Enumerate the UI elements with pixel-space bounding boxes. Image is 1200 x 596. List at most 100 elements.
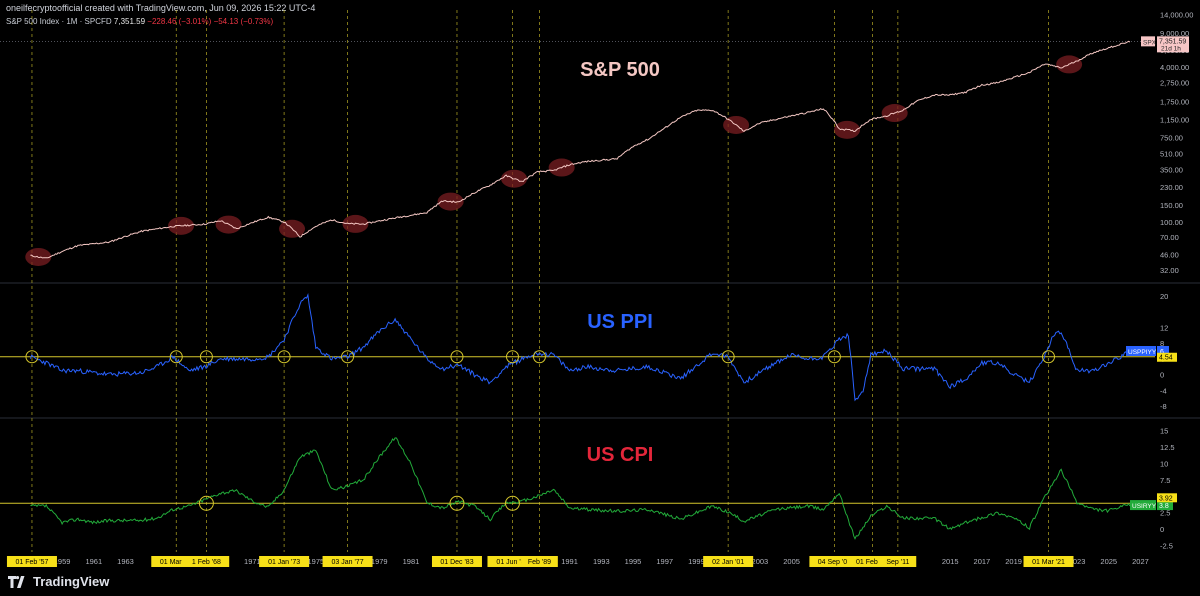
tradingview-logo[interactable]: TradingView	[8, 574, 109, 589]
cpi-y-tick-5: 2.5	[1160, 509, 1170, 518]
ppi-cross-circle-5	[450, 350, 464, 364]
ppi-symbol-badge	[1126, 346, 1156, 356]
event-label-6: 01 Jun '87	[496, 559, 528, 566]
spx-y-tick-5: 1,750.00	[1160, 98, 1189, 107]
symbol-legend: S&P 500 Index · 1M · SPCFD 7,351.59 −228…	[6, 17, 273, 26]
cpi-y-tick-7: -2.5	[1160, 541, 1173, 550]
event-label-1: 01 Mar '66	[160, 559, 193, 566]
spx-y-tick-14: 46.00	[1160, 251, 1179, 260]
ppi-y-tick-6: -8	[1160, 402, 1167, 411]
cpi-y-tick-6: 0	[1160, 525, 1164, 534]
ppi-symbol-text: USPPIYY	[1128, 349, 1157, 356]
spx-y-tick-9: 350.00	[1160, 165, 1183, 174]
x-axis-label-11: 1999	[688, 557, 705, 566]
event-label-4: 03 Jan '77	[332, 559, 364, 566]
event-label-2: 1 Feb '68	[192, 559, 221, 566]
x-axis-label-15: 2017	[974, 557, 991, 566]
x-axis-label-9: 1995	[625, 557, 642, 566]
price-change: −228.46 (−3.01%)	[147, 17, 212, 26]
cpi-symbol-text: USIRYY	[1132, 503, 1157, 510]
spx-y-tick-8: 510.00	[1160, 149, 1183, 158]
ppi-y-tick-4: 0	[1160, 371, 1164, 380]
cpi-cross-circle-2	[198, 495, 214, 511]
tradingview-icon	[8, 575, 28, 588]
spx-y-tick-15: 32.00	[1160, 266, 1179, 275]
event-label-box-11	[879, 556, 917, 567]
cpi-cross-circle-5	[449, 495, 465, 511]
symbol-name: S&P 500 Index · 1M · SPCFD	[6, 17, 112, 26]
price-change-2: −54.13 (−0.73%)	[213, 17, 274, 26]
cpi-pane-title: US CPI	[587, 444, 654, 466]
spx-y-tick-4: 2,750.00	[1160, 79, 1189, 88]
spx-y-tick-10: 230.00	[1160, 183, 1183, 192]
event-label-box-0	[6, 556, 57, 567]
x-axis-label-0: 1959	[54, 557, 71, 566]
cpi-series-line	[30, 437, 1131, 540]
event-label-box-10	[847, 556, 898, 567]
x-axis-label-5: 1979	[371, 557, 388, 566]
ppi-y-tick-5: -4	[1160, 386, 1167, 395]
event-label-7: Feb '89	[528, 559, 551, 566]
event-label-12: 01 Mar '21	[1032, 559, 1065, 566]
spx-highlight-4	[342, 214, 369, 233]
cpi-value-text: 3.8	[1159, 503, 1169, 510]
ppi-cross-circle-2	[199, 350, 213, 364]
ppi-cross-circle-1	[169, 350, 183, 364]
spx-pane-title: S&P 500	[580, 59, 660, 81]
ppi-value-badge	[1157, 346, 1169, 356]
cpi-y-tick-1: 12.5	[1160, 443, 1175, 452]
x-axis-label-3: 1971	[244, 557, 261, 566]
spx-series-line	[30, 40, 1131, 259]
event-label-box-4	[322, 556, 373, 567]
cpi-value-badge	[1157, 500, 1173, 511]
event-label-box-6	[487, 556, 538, 567]
event-label-box-2	[183, 556, 230, 567]
event-label-box-3	[259, 556, 310, 567]
ppi-cross-circle-6	[505, 350, 519, 364]
cpi-cross-circle-6	[504, 495, 520, 511]
ppi-cross-circle-0	[25, 350, 39, 364]
spx-y-tick-0: 14,000.00	[1160, 10, 1193, 19]
ppi-value-text: 6	[1160, 349, 1164, 356]
event-label-box-8	[703, 556, 754, 567]
event-label-10: 01 Feb '10	[856, 559, 889, 566]
event-label-5: 01 Dec '83	[440, 559, 473, 566]
spx-y-tick-6: 1,150.00	[1160, 115, 1189, 124]
x-axis-label-7: 1991	[561, 557, 578, 566]
x-axis-label-4: 1975	[307, 557, 324, 566]
spx-y-tick-11: 150.00	[1160, 201, 1183, 210]
cpi-threshold-badge	[1157, 493, 1177, 503]
ppi-y-tick-2: 8	[1160, 339, 1164, 348]
cpi-y-tick-0: 15	[1160, 427, 1168, 436]
x-axis-label-16: 2019	[1005, 557, 1022, 566]
event-label-0: 01 Feb '57	[16, 559, 49, 566]
created-by-text: oneilfecryptoofficial created with Tradi…	[6, 3, 316, 13]
spx-y-tick-13: 70.00	[1160, 233, 1179, 242]
ppi-threshold-text: 4.54	[1159, 355, 1173, 362]
x-axis-label-18: 2025	[1100, 557, 1117, 566]
spx-y-tick-12: 100.00	[1160, 218, 1183, 227]
tradingview-wordmark: TradingView	[33, 574, 110, 589]
ppi-threshold-badge	[1157, 352, 1177, 362]
cpi-threshold-text: 3.92	[1159, 495, 1173, 502]
cpi-symbol-badge	[1130, 500, 1156, 511]
x-axis-label-1: 1961	[85, 557, 102, 566]
x-axis-label-2: 1963	[117, 557, 134, 566]
event-label-box-7	[521, 556, 558, 567]
ppi-cross-circle-8	[721, 350, 735, 364]
ppi-cross-circle-12	[1042, 350, 1056, 364]
last-price: 7,351.59	[113, 17, 146, 26]
x-axis-label-13: 2005	[783, 557, 800, 566]
event-label-8: 02 Jan '01	[712, 559, 744, 566]
x-axis-label-10: 1997	[656, 557, 673, 566]
spx-symbol-text: SPX	[1143, 39, 1157, 46]
event-label-box-5	[431, 556, 482, 567]
ppi-cross-circle-9	[827, 350, 841, 364]
spx-y-tick-7: 750.00	[1160, 133, 1183, 142]
event-label-box-12	[1023, 556, 1074, 567]
spx-countdown-text: 21d 1h	[1161, 45, 1181, 52]
event-label-box-1	[151, 556, 202, 567]
ppi-cross-circle-3	[277, 350, 291, 364]
